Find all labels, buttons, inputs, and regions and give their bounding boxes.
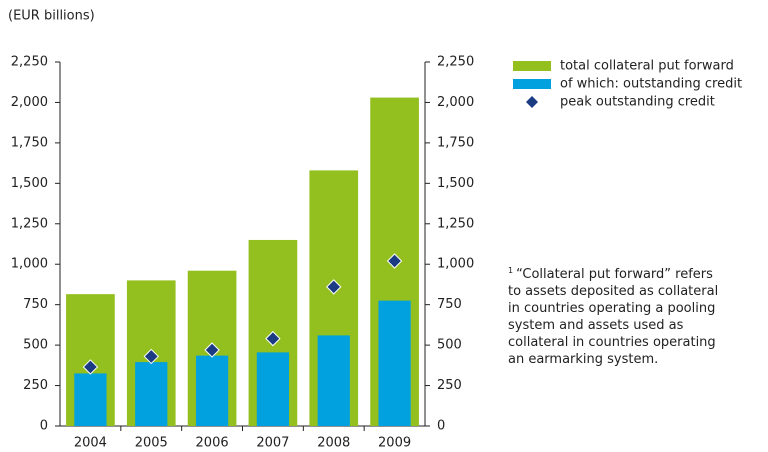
- y-tick-label: 2,250: [11, 55, 48, 70]
- x-tick-label: 2004: [74, 436, 107, 451]
- legend-label: of which: outstanding credit: [560, 77, 742, 92]
- footnote-text: “Collateral put forward” refers to asset…: [508, 267, 719, 367]
- y-tick-label: 1,000: [11, 257, 48, 272]
- y-tick-label: 0: [40, 419, 48, 434]
- peak-marker: [204, 342, 220, 358]
- y-tick-label: 1,750: [11, 135, 48, 150]
- y-tick-label: 500: [23, 338, 48, 353]
- y-tick-label: 1,500: [11, 176, 48, 191]
- peak-marker: [386, 253, 403, 269]
- y-tick-label: 500: [437, 338, 462, 353]
- y-tick-label: 1,250: [11, 216, 48, 231]
- y-tick-label: 1,750: [437, 135, 474, 150]
- legend-label: total collateral put forward: [560, 59, 734, 74]
- y-tick-label: 0: [437, 419, 445, 434]
- peak-marker: [265, 330, 281, 347]
- bar: [135, 362, 168, 426]
- x-tick-label: 2008: [317, 436, 350, 451]
- y-tick-label: 2,000: [11, 95, 48, 110]
- peak-marker: [143, 348, 159, 365]
- peak-marker: [326, 279, 342, 295]
- peak-marker: [82, 359, 99, 375]
- y-tick-label: 1,000: [437, 257, 474, 272]
- bar: [195, 355, 229, 426]
- x-tick-label: 2007: [256, 436, 289, 451]
- y-tick-label: 750: [437, 297, 462, 312]
- x-tick-label: 2005: [135, 436, 168, 451]
- bar: [317, 335, 350, 426]
- legend-swatch: [513, 79, 551, 89]
- y-tick-label: 250: [23, 378, 48, 393]
- y-tick-label: 1,500: [437, 176, 474, 191]
- bar: [378, 300, 411, 426]
- chart-subtitle: (EUR billions): [8, 9, 95, 24]
- bar: [256, 352, 290, 426]
- y-tick-label: 2,000: [437, 95, 474, 110]
- y-tick-label: 250: [437, 378, 462, 393]
- legend-label: peak outstanding credit: [560, 95, 715, 110]
- x-tick-label: 2006: [196, 436, 229, 451]
- y-tick-label: 1,250: [437, 216, 474, 231]
- y-tick-label: 2,250: [437, 55, 474, 70]
- bar: [74, 373, 107, 426]
- x-tick-label: 2009: [378, 436, 411, 451]
- legend-swatch: [526, 96, 538, 108]
- y-tick-label: 750: [23, 297, 48, 312]
- footnote-marker: 1: [508, 266, 514, 275]
- legend-swatch: [513, 61, 551, 71]
- footnote: 1 “Collateral put forward” refers to asse…: [508, 262, 723, 368]
